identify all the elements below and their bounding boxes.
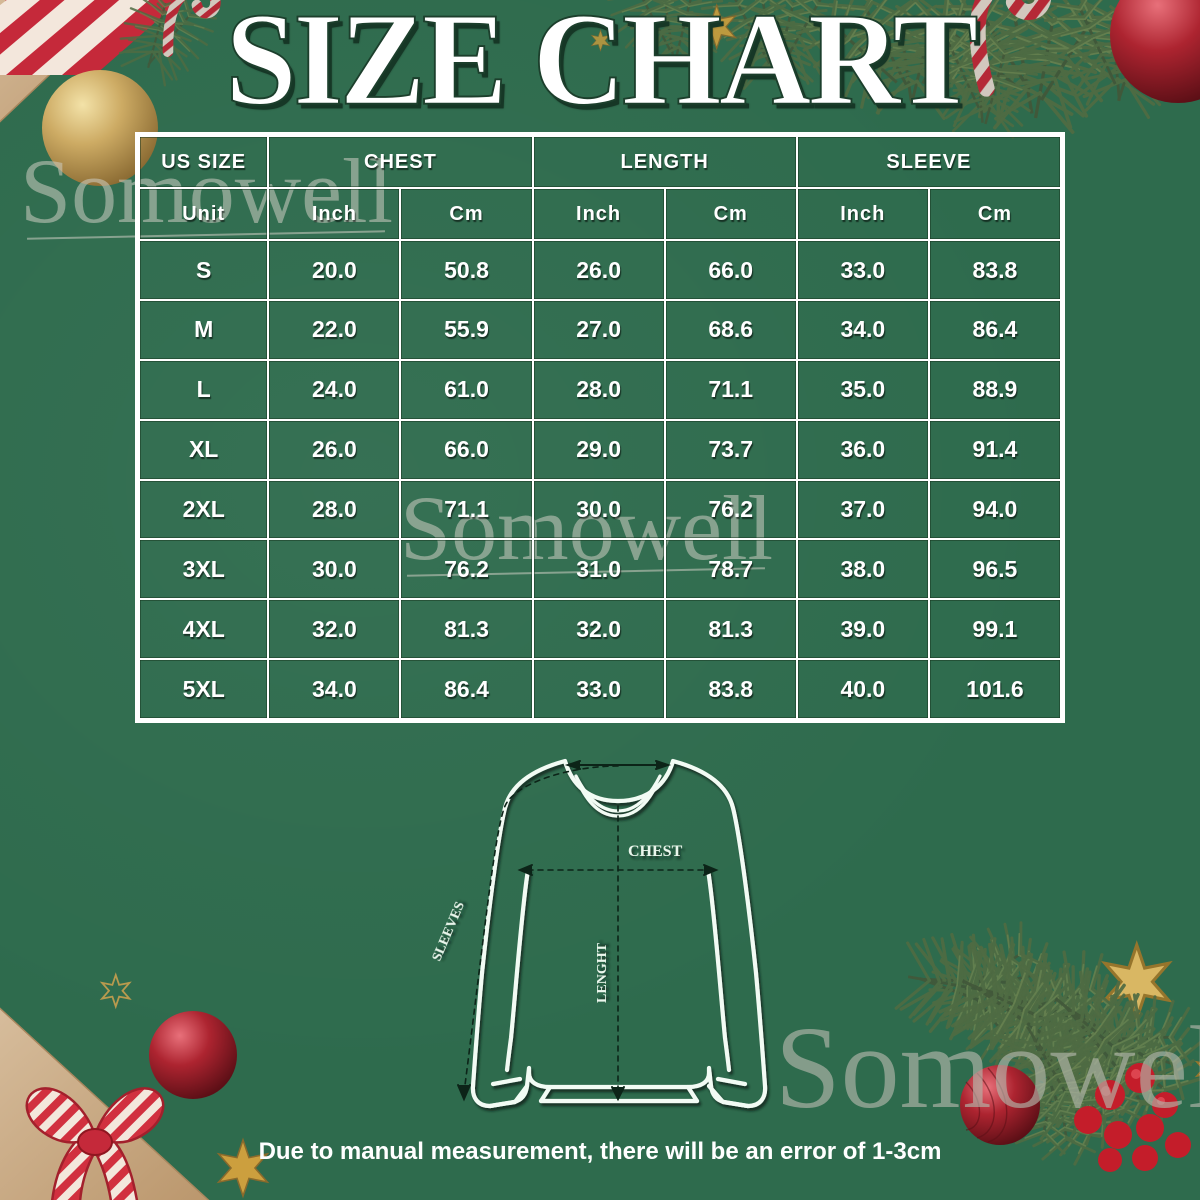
svg-text:LENGHT: LENGHT: [595, 942, 610, 1003]
svg-text:CHEST: CHEST: [628, 843, 683, 860]
svg-text:SLEEVES: SLEEVES: [430, 899, 469, 963]
